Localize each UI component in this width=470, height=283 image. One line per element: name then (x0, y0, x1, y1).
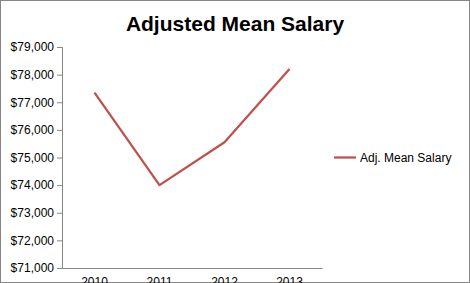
y-tick-label: $79,000 (11, 40, 55, 54)
y-tick-mark (57, 130, 62, 131)
x-tick: 2011 (147, 275, 173, 283)
x-tick-label: 2011 (147, 275, 173, 283)
y-tick: $77,000 (11, 96, 62, 110)
y-tick-label: $77,000 (11, 96, 55, 110)
y-tick: $78,000 (11, 68, 62, 82)
y-tick-mark (57, 240, 62, 241)
y-tick-label: $71,000 (11, 261, 55, 275)
y-tick: $74,000 (11, 178, 62, 192)
chart-border (1, 1, 470, 283)
y-tick: $79,000 (11, 40, 62, 54)
x-axis-line (63, 268, 323, 269)
y-tick: $76,000 (11, 123, 62, 137)
y-tick-mark (57, 268, 62, 269)
y-tick: $75,000 (11, 151, 62, 165)
y-tick-mark (57, 158, 62, 159)
y-tick-mark (57, 213, 62, 214)
y-tick-label: $76,000 (11, 123, 55, 137)
x-tick: 2013 (276, 275, 303, 283)
y-tick: $73,000 (11, 206, 62, 220)
y-tick-mark (57, 185, 62, 186)
y-tick-mark (57, 102, 62, 103)
x-axis: 2010 2011 2012 2013 (63, 269, 323, 283)
x-tick-label: 2010 (81, 275, 108, 283)
y-axis-line (57, 48, 63, 269)
legend: Adj. Mean Salary (334, 151, 451, 165)
title: Adjusted Mean Salary (126, 12, 345, 35)
legend-swatch (334, 156, 356, 158)
y-tick-label: $78,000 (11, 68, 55, 82)
x-tick: 2010 (81, 275, 108, 283)
y-tick: $72,000 (11, 234, 62, 248)
chart: Adjusted Mean Salary $71,000 $72,000 $73,00… (0, 0, 470, 283)
plot-area (95, 69, 290, 185)
y-tick: $71,000 (11, 261, 62, 275)
y-tick-mark (57, 47, 62, 48)
x-tick-label: 2012 (211, 275, 238, 283)
x-tick: 2012 (211, 275, 238, 283)
legend-label: Adj. Mean Salary (360, 151, 451, 165)
y-tick-mark (57, 75, 62, 76)
y-tick-label: $75,000 (11, 151, 55, 165)
y-tick-label: $74,000 (11, 178, 55, 192)
x-tick-label: 2013 (276, 275, 303, 283)
y-axis: $71,000 $72,000 $73,000 $74,000 $75,000 $76,0… (11, 40, 63, 275)
y-tick-label: $72,000 (11, 234, 55, 248)
series-line (95, 69, 290, 185)
y-tick-label: $73,000 (11, 206, 55, 220)
